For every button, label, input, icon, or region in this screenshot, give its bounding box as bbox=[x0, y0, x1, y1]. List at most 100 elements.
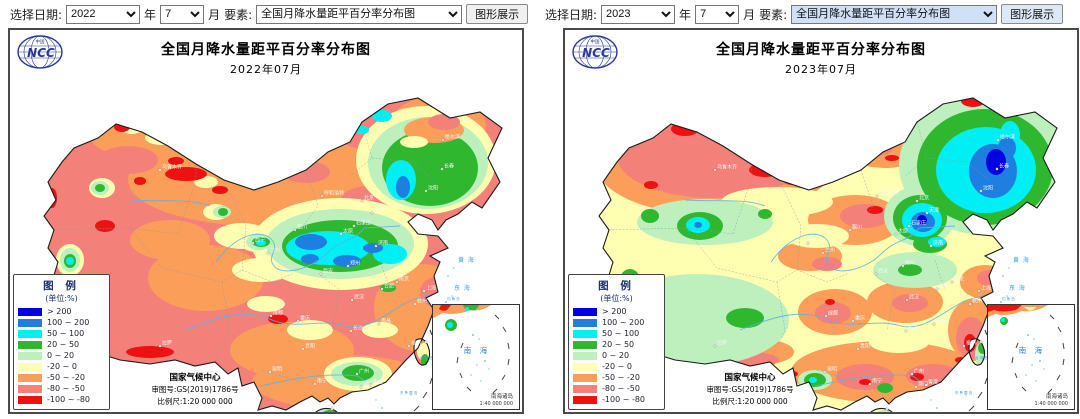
svg-text:济南: 济南 bbox=[933, 240, 943, 247]
svg-text:长春: 长春 bbox=[444, 163, 454, 170]
svg-text:呼和浩特: 呼和浩特 bbox=[324, 190, 344, 197]
map-frame: 乌鲁木齐 哈尔滨 长春 沈阳 北京 天津 呼和浩特 银川 西宁 兰州 太原 石家庄 济南 郑州 西安 成都 重庆… bbox=[563, 28, 1079, 414]
inset-islands-label: 南海诸岛 bbox=[1046, 392, 1069, 400]
factor-select[interactable]: 全国月降水量距平百分率分布图 bbox=[791, 4, 998, 24]
legend-swatch bbox=[573, 307, 597, 316]
logo-top-text: 中国 bbox=[591, 38, 600, 45]
toolbar: 选择日期: 2023 年 7 月 要素: 全国月降水量距平百分率分布图 图形展示 bbox=[545, 3, 1064, 25]
svg-text:东 海: 东 海 bbox=[454, 284, 471, 292]
svg-text:长春: 长春 bbox=[999, 163, 1009, 170]
month-suffix: 月 bbox=[743, 7, 756, 22]
svg-text:广州: 广州 bbox=[914, 368, 924, 375]
inset-sea-label: 南 海 bbox=[464, 345, 490, 355]
legend-item: 50 ~ 100 bbox=[18, 328, 105, 339]
svg-text:济南: 济南 bbox=[378, 240, 388, 247]
legend: 图 例 (单位:%) > 200 100 ~ 200 50 ~ 100 20 ~ 50… bbox=[13, 274, 110, 410]
legend-swatch bbox=[18, 329, 42, 338]
legend-label: 100 ~ 200 bbox=[47, 318, 90, 327]
svg-text:武汉: 武汉 bbox=[354, 294, 364, 301]
svg-text:西安: 西安 bbox=[878, 268, 888, 275]
toolbar: 选择日期: 2022 年 7 月 要素: 全国月降水量距平百分率分布图 图形展示 bbox=[10, 3, 529, 25]
map-approval-number: 审图号:GS(2019)1786号 bbox=[706, 385, 794, 394]
inset-scale-label: 1:40 000 000 bbox=[1035, 401, 1069, 407]
legend-swatch bbox=[573, 373, 597, 382]
legend-item: 100 ~ 200 bbox=[573, 317, 660, 328]
svg-text:黄 海: 黄 海 bbox=[1013, 256, 1030, 264]
legend-label: -50 ~ -20 bbox=[47, 373, 85, 382]
svg-text:天津: 天津 bbox=[929, 207, 939, 214]
inset-sea-label: 南 海 bbox=[1019, 345, 1045, 355]
panel-2022: 选择日期: 2022 年 7 月 要素: 全国月降水量距平百分率分布图 图形展示… bbox=[8, 3, 529, 414]
legend-label: -50 ~ -20 bbox=[602, 373, 640, 382]
legend-label: > 200 bbox=[602, 307, 627, 316]
legend-swatch bbox=[18, 384, 42, 393]
inset-coast bbox=[988, 305, 1048, 325]
legend-label: 100 ~ 200 bbox=[602, 318, 645, 327]
svg-text:台湾岛: 台湾岛 bbox=[420, 355, 434, 360]
svg-text:西宁: 西宁 bbox=[255, 237, 265, 244]
svg-text:石家庄: 石家庄 bbox=[356, 220, 371, 227]
svg-text:北京: 北京 bbox=[919, 195, 929, 202]
map-scale: 比例尺:1:20 000 000 bbox=[157, 397, 233, 406]
legend-label: > 200 bbox=[47, 307, 72, 316]
svg-text:黄 海: 黄 海 bbox=[458, 256, 475, 264]
credits: 国家气候中心 审图号:GS(2019)1786号 比例尺:1:20 000 00… bbox=[671, 371, 829, 407]
svg-text:贵阳: 贵阳 bbox=[305, 343, 315, 350]
svg-text:太原: 太原 bbox=[343, 228, 353, 235]
legend-swatch bbox=[573, 384, 597, 393]
legend-swatch bbox=[18, 395, 42, 404]
legend-label: -100 ~ -80 bbox=[602, 395, 646, 404]
agency-name: 国家气候中心 bbox=[169, 373, 221, 383]
map-approval-number: 审图号:GS(2019)1786号 bbox=[151, 385, 239, 394]
svg-text:郑州: 郑州 bbox=[905, 260, 915, 267]
legend-label: 0 ~ 20 bbox=[47, 351, 75, 360]
year-select[interactable]: 2023 bbox=[601, 4, 676, 24]
svg-text:沈阳: 沈阳 bbox=[428, 185, 438, 192]
svg-text:拉萨: 拉萨 bbox=[162, 340, 172, 347]
ncc-logo: 中国 NCC bbox=[16, 34, 64, 70]
legend-item: -20 ~ 0 bbox=[573, 361, 660, 372]
svg-text:昆明: 昆明 bbox=[272, 367, 282, 373]
inset-islands-label: 南海诸岛 bbox=[491, 392, 514, 400]
render-button[interactable]: 图形展示 bbox=[1001, 4, 1064, 24]
svg-text:钓鱼岛: 钓鱼岛 bbox=[1002, 296, 1016, 301]
svg-text:长沙: 长沙 bbox=[353, 325, 363, 332]
legend-label: -100 ~ -80 bbox=[47, 395, 91, 404]
svg-text:武汉: 武汉 bbox=[909, 294, 919, 301]
render-button[interactable]: 图形展示 bbox=[466, 4, 529, 24]
factor-label: 要素: bbox=[759, 7, 788, 22]
svg-text:银川: 银川 bbox=[852, 224, 862, 231]
svg-text:银川: 银川 bbox=[297, 224, 307, 231]
date-label: 选择日期: bbox=[10, 7, 63, 22]
svg-text:拉萨: 拉萨 bbox=[717, 340, 727, 347]
legend-swatch bbox=[573, 329, 597, 338]
month-select[interactable]: 7 bbox=[160, 4, 205, 24]
svg-text:兰州: 兰州 bbox=[825, 247, 835, 254]
legend-swatch bbox=[18, 307, 42, 316]
svg-text:北京: 北京 bbox=[364, 195, 374, 202]
factor-select[interactable]: 全国月降水量距平百分率分布图 bbox=[256, 4, 463, 24]
svg-text:西安: 西安 bbox=[323, 268, 333, 275]
svg-text:重庆: 重庆 bbox=[855, 315, 865, 322]
inset-coast bbox=[433, 305, 491, 331]
factor-label: 要素: bbox=[224, 7, 253, 22]
legend-swatch bbox=[573, 318, 597, 327]
svg-text:石家庄: 石家庄 bbox=[911, 220, 926, 227]
month-select[interactable]: 7 bbox=[695, 4, 740, 24]
inset-islands bbox=[470, 334, 490, 382]
svg-text:哈尔滨: 哈尔滨 bbox=[445, 134, 460, 141]
legend-swatch bbox=[573, 395, 597, 404]
legend-label: 20 ~ 50 bbox=[602, 340, 635, 349]
legend-item: 0 ~ 20 bbox=[18, 350, 105, 361]
legend-unit: (单位:%) bbox=[600, 294, 633, 303]
inset-nine-dash-line bbox=[456, 314, 510, 394]
legend-swatch bbox=[18, 318, 42, 327]
svg-text:东 海: 东 海 bbox=[1009, 284, 1026, 292]
svg-text:上海: 上海 bbox=[981, 285, 991, 292]
logo-ncc-text: NCC bbox=[27, 46, 55, 60]
year-select[interactable]: 2022 bbox=[66, 4, 141, 24]
legend-title: 图 例 bbox=[598, 280, 635, 292]
